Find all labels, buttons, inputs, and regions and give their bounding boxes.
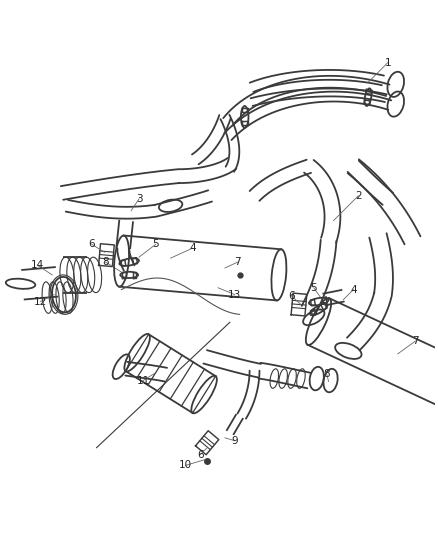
Text: 13: 13 bbox=[228, 289, 241, 300]
Text: 4: 4 bbox=[350, 285, 357, 295]
Text: 5: 5 bbox=[152, 239, 159, 249]
Text: 11: 11 bbox=[136, 376, 150, 385]
Text: 14: 14 bbox=[31, 260, 44, 270]
Text: 1: 1 bbox=[385, 58, 391, 68]
Text: 6: 6 bbox=[288, 290, 294, 301]
Text: 8: 8 bbox=[323, 369, 330, 378]
Text: 5: 5 bbox=[311, 282, 317, 293]
Text: 7: 7 bbox=[234, 257, 241, 267]
Text: 7: 7 bbox=[412, 336, 419, 346]
Text: 6: 6 bbox=[88, 239, 95, 249]
Text: 2: 2 bbox=[355, 191, 361, 201]
Text: 3: 3 bbox=[136, 194, 142, 204]
Text: 6: 6 bbox=[197, 449, 204, 459]
Text: 9: 9 bbox=[232, 436, 238, 446]
Text: 8: 8 bbox=[102, 257, 109, 267]
Text: 12: 12 bbox=[34, 296, 47, 306]
Text: 4: 4 bbox=[189, 243, 196, 253]
Text: 10: 10 bbox=[179, 461, 192, 471]
